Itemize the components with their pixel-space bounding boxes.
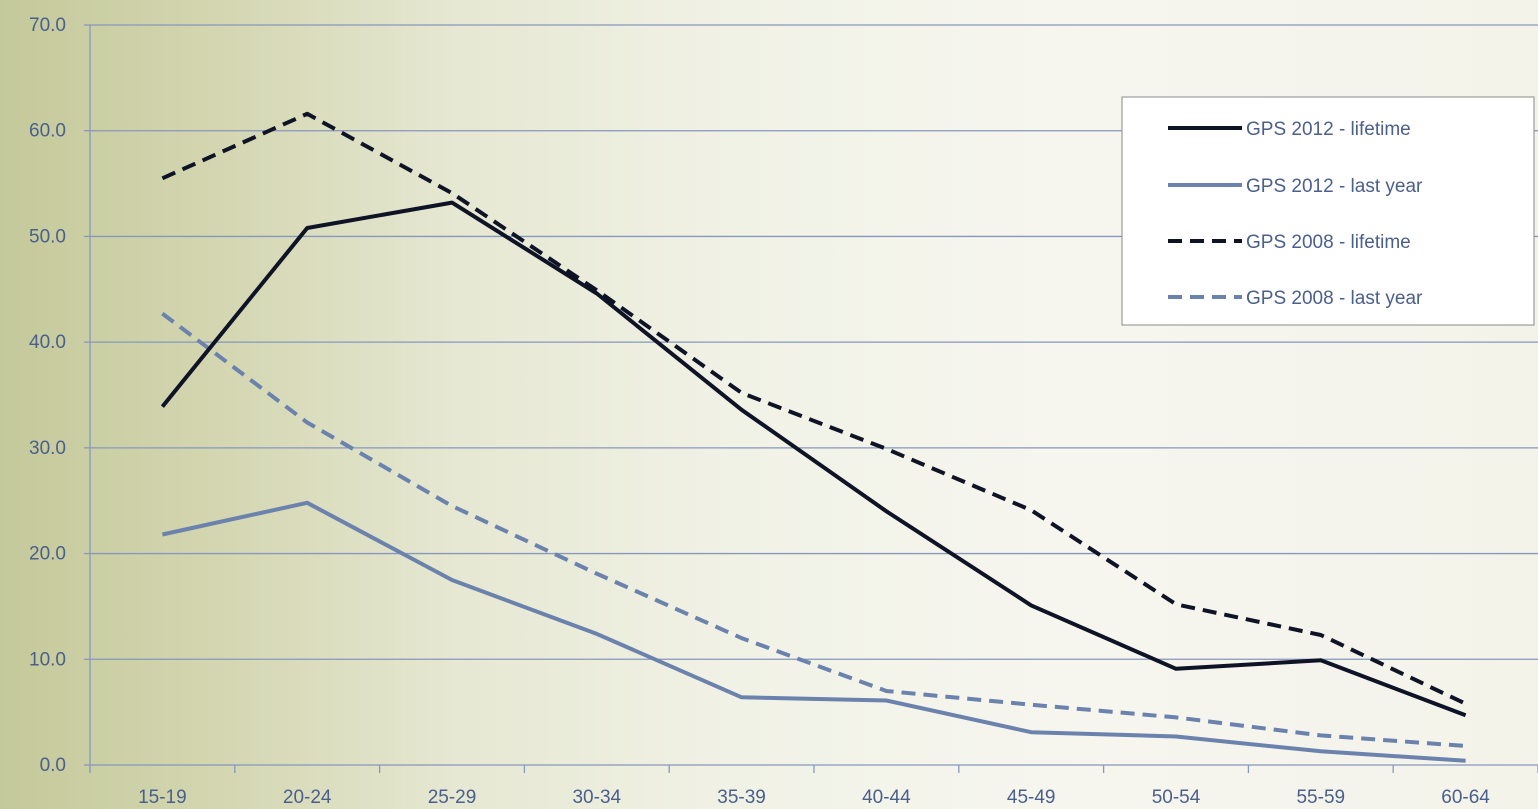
x-tick-label: 60-64 bbox=[1441, 787, 1490, 808]
legend-box bbox=[1121, 96, 1535, 326]
y-tick-label: 20.0 bbox=[29, 544, 66, 565]
x-tick-label: 50-54 bbox=[1152, 787, 1201, 808]
series-line-gps-2008-lifetime bbox=[161, 111, 1467, 706]
y-tick-label: 10.0 bbox=[29, 649, 66, 670]
x-tick-label: 40-44 bbox=[862, 787, 911, 808]
x-tick-label: 55-59 bbox=[1296, 787, 1345, 808]
legend-label: GPS 2012 - lifetime bbox=[1246, 119, 1411, 140]
series-line-gps-2008-last-year bbox=[161, 312, 1466, 748]
y-tick-label: 70.0 bbox=[29, 15, 66, 36]
series-lines bbox=[160, 111, 1467, 763]
axes bbox=[84, 24, 1538, 773]
legend-label: GPS 2012 - last year bbox=[1246, 176, 1423, 197]
series-line-gps-2012-last-year bbox=[161, 500, 1466, 763]
y-axis-tick-labels: 0.0 10.0 20.0 30.0 40.0 50.0 60.0 70.0 bbox=[29, 15, 66, 776]
legend-label: GPS 2008 - lifetime bbox=[1246, 232, 1411, 253]
x-tick-label: 15-19 bbox=[138, 787, 187, 808]
legend: GPS 2012 - lifetime GPS 2012 - last year G… bbox=[1121, 96, 1535, 326]
y-tick-label: 50.0 bbox=[29, 226, 66, 247]
y-tick-label: 40.0 bbox=[29, 332, 66, 353]
x-tick-label: 25-29 bbox=[428, 787, 477, 808]
y-tick-label: 60.0 bbox=[29, 121, 66, 142]
x-tick-label: 30-34 bbox=[572, 787, 621, 808]
legend-label: GPS 2008 - last year bbox=[1246, 288, 1423, 309]
x-tick-label: 35-39 bbox=[717, 787, 766, 808]
x-axis-tick-labels: 15-19 20-24 25-29 30-34 35-39 40-44 45-49 50-54… bbox=[138, 787, 1490, 808]
y-tick-label: 30.0 bbox=[29, 438, 66, 459]
x-tick-label: 45-49 bbox=[1007, 787, 1056, 808]
y-tick-label: 0.0 bbox=[40, 755, 66, 776]
x-tick-label: 20-24 bbox=[283, 787, 332, 808]
series-line-gps-2012-lifetime bbox=[160, 200, 1467, 718]
gridlines bbox=[90, 24, 1538, 660]
